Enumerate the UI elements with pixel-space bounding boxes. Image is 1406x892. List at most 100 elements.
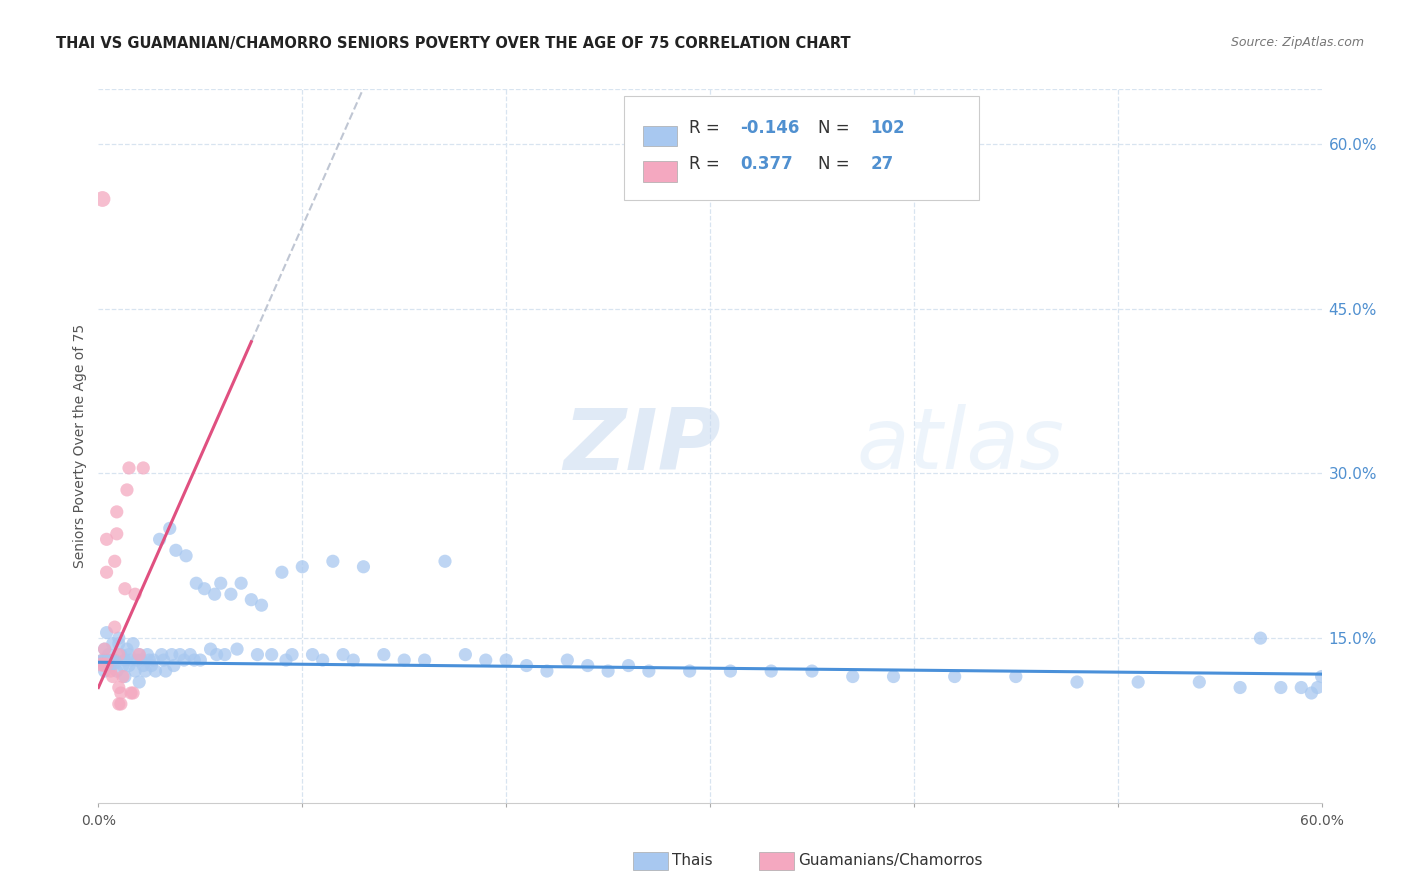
- Point: [118, 648, 141, 662]
- Point: [495, 653, 517, 667]
- Point: [105, 526, 128, 541]
- Point: [270, 566, 294, 580]
- Point: [434, 554, 457, 568]
- Point: [114, 582, 136, 596]
- Point: [91, 657, 114, 672]
- Point: [105, 664, 128, 678]
- Text: 27: 27: [870, 155, 894, 173]
- Point: [1306, 681, 1329, 695]
- Point: [250, 598, 273, 612]
- Point: [108, 631, 131, 645]
- Point: [312, 653, 335, 667]
- Point: [883, 669, 905, 683]
- Point: [101, 653, 124, 667]
- Point: [1188, 675, 1211, 690]
- Point: [124, 587, 146, 601]
- Point: [100, 658, 122, 673]
- Point: [120, 686, 142, 700]
- Point: [89, 655, 111, 669]
- Point: [132, 461, 155, 475]
- Point: [128, 648, 150, 662]
- Point: [115, 642, 138, 657]
- Point: [96, 657, 118, 672]
- Point: [179, 648, 201, 662]
- Point: [240, 592, 263, 607]
- FancyBboxPatch shape: [624, 96, 979, 200]
- Point: [118, 461, 141, 475]
- Point: [352, 559, 374, 574]
- Point: [576, 658, 599, 673]
- Point: [200, 642, 222, 657]
- Point: [150, 648, 173, 662]
- Point: [188, 653, 212, 667]
- Point: [231, 576, 253, 591]
- Point: [1310, 669, 1333, 683]
- Point: [93, 658, 115, 673]
- Point: [801, 664, 824, 678]
- Point: [111, 669, 134, 683]
- Point: [127, 653, 149, 667]
- Point: [291, 559, 314, 574]
- Text: R =: R =: [689, 155, 731, 173]
- Point: [100, 655, 122, 669]
- Point: [598, 664, 620, 678]
- Point: [1066, 675, 1088, 690]
- Point: [322, 554, 344, 568]
- Point: [186, 576, 208, 591]
- Point: [1004, 669, 1026, 683]
- Point: [392, 653, 416, 667]
- Point: [274, 653, 297, 667]
- Point: [104, 620, 127, 634]
- Point: [159, 521, 181, 535]
- Point: [205, 648, 228, 662]
- Point: [1229, 681, 1251, 695]
- Point: [219, 587, 242, 601]
- Point: [332, 648, 354, 662]
- Text: N =: N =: [818, 120, 855, 137]
- Point: [841, 669, 863, 683]
- Point: [152, 653, 174, 667]
- Point: [96, 566, 118, 580]
- Point: [91, 192, 114, 206]
- Point: [129, 653, 152, 667]
- Point: [301, 648, 323, 662]
- Point: [96, 655, 118, 669]
- Point: [97, 655, 120, 669]
- Point: [97, 648, 120, 662]
- Point: [96, 533, 118, 547]
- Point: [128, 648, 150, 662]
- Point: [108, 637, 131, 651]
- Point: [145, 664, 167, 678]
- Point: [155, 664, 177, 678]
- Point: [557, 653, 579, 667]
- Point: [104, 554, 127, 568]
- Point: [118, 658, 141, 673]
- Point: [226, 642, 249, 657]
- Point: [169, 648, 191, 662]
- Point: [114, 653, 136, 667]
- Point: [260, 648, 283, 662]
- Point: [1301, 686, 1323, 700]
- Point: [1128, 675, 1150, 690]
- Point: [183, 653, 205, 667]
- Point: [110, 697, 132, 711]
- Point: [454, 648, 477, 662]
- Point: [720, 664, 742, 678]
- Point: [104, 653, 127, 667]
- Point: [100, 664, 122, 678]
- Point: [193, 582, 215, 596]
- Point: [93, 653, 115, 667]
- Point: [281, 648, 304, 662]
- Point: [173, 653, 195, 667]
- Text: R =: R =: [689, 120, 725, 137]
- Point: [128, 675, 150, 690]
- FancyBboxPatch shape: [643, 161, 678, 182]
- Point: [108, 648, 131, 662]
- Point: [120, 653, 142, 667]
- Point: [122, 686, 145, 700]
- Point: [149, 533, 172, 547]
- Point: [91, 655, 114, 669]
- Point: [89, 657, 111, 672]
- Point: [516, 658, 538, 673]
- Point: [141, 658, 163, 673]
